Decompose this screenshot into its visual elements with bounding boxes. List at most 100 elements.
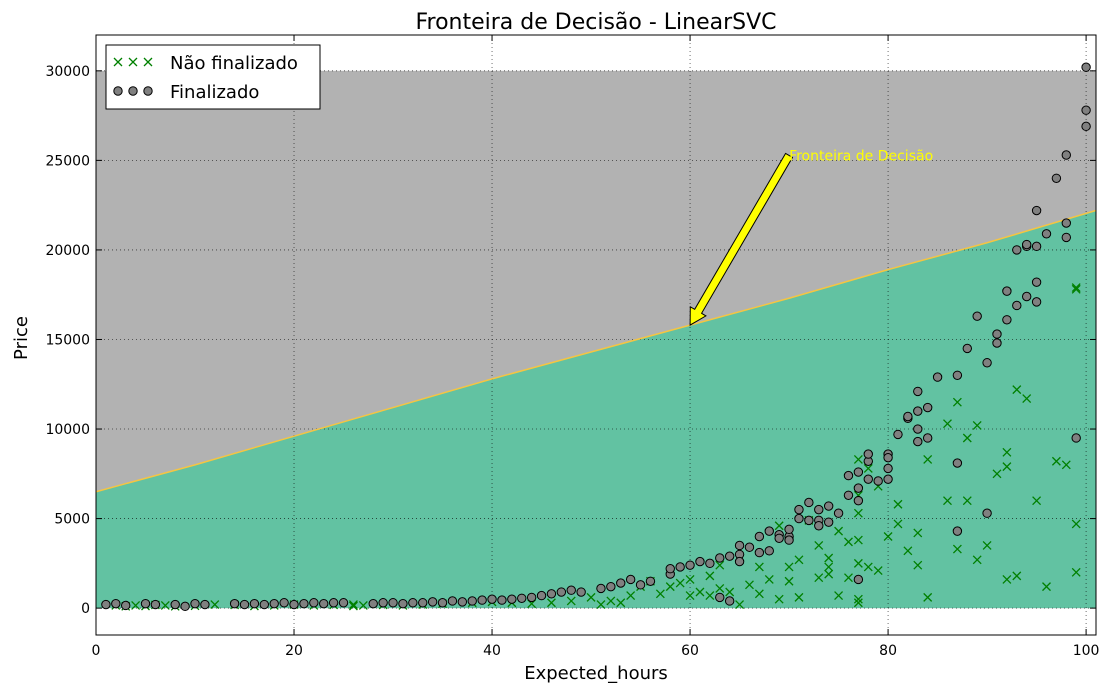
point-nao-finalizado <box>348 600 358 610</box>
legend: Não finalizado Finalizado <box>105 44 321 110</box>
point-finalizado <box>675 562 685 572</box>
point-finalizado <box>715 592 725 603</box>
point-nao-finalizado <box>745 580 754 590</box>
x-axis-label: Expected_hours <box>524 663 668 684</box>
point-finalizado <box>447 596 458 606</box>
point-finalizado <box>883 463 893 474</box>
point-finalizado <box>794 504 804 515</box>
x-tick-label: 40 <box>483 643 501 659</box>
point-nao-finalizado <box>1012 385 1022 395</box>
point-finalizado <box>734 540 745 551</box>
legend-cross <box>128 57 138 67</box>
point-finalizado <box>774 533 784 543</box>
point-finalizado <box>596 583 606 594</box>
point-finalizado <box>754 547 765 558</box>
point-nao-finalizado <box>1061 460 1071 470</box>
annotation-arrow <box>689 152 794 326</box>
point-finalizado <box>665 564 675 574</box>
lower-region <box>96 210 1096 609</box>
point-nao-finalizado <box>675 578 685 588</box>
point-nao-finalizado <box>1022 394 1032 404</box>
point-nao-finalizado <box>1071 283 1081 292</box>
point-finalizado <box>536 590 547 601</box>
point-finalizado <box>140 598 151 609</box>
point-finalizado <box>1012 245 1022 255</box>
point-nao-finalizado <box>1071 519 1081 529</box>
point-finalizado <box>418 598 428 608</box>
point-finalizado <box>972 311 982 321</box>
point-nao-finalizado <box>1002 447 1012 457</box>
point-nao-finalizado <box>616 598 626 608</box>
point-finalizado <box>121 600 131 611</box>
point-nao-finalizado <box>972 420 982 430</box>
point-finalizado <box>764 526 774 536</box>
point-finalizado <box>853 483 864 493</box>
point-nao-finalizado <box>210 600 220 610</box>
point-finalizado <box>259 599 270 610</box>
legend-dot <box>128 86 138 96</box>
point-nao-finalizado <box>943 496 952 506</box>
point-nao-finalizado <box>913 560 923 570</box>
legend-cross <box>113 57 123 67</box>
y-axis-label: Price <box>11 316 32 360</box>
point-finalizado <box>863 449 873 459</box>
point-finalizado <box>823 517 834 527</box>
point-nao-finalizado <box>754 562 764 572</box>
point-nao-finalizado <box>1012 571 1022 581</box>
point-nao-finalizado <box>853 598 863 608</box>
point-nao-finalizado <box>844 573 853 583</box>
point-nao-finalizado <box>725 587 735 597</box>
point-nao-finalizado <box>1032 496 1042 506</box>
point-finalizado <box>715 553 725 563</box>
point-finalizado <box>289 599 299 610</box>
point-nao-finalizado <box>814 540 824 550</box>
point-finalizado <box>526 592 537 603</box>
point-finalizado <box>645 576 656 586</box>
point-finalizado <box>1031 241 1042 252</box>
x-tick-label: 100 <box>1073 643 1100 659</box>
point-nao-finalizado <box>735 600 745 610</box>
point-finalizado <box>784 524 794 535</box>
point-finalizado <box>992 329 1002 339</box>
y-axis-ticks: 0 5000 10000 15000 20000 25000 30000 <box>45 64 1096 617</box>
point-finalizado <box>1021 239 1032 250</box>
point-nao-finalizado <box>962 433 972 443</box>
point-finalizado <box>190 598 200 609</box>
point-nao-finalizado <box>834 526 844 536</box>
point-nao-finalizado <box>1002 575 1012 584</box>
point-nao-finalizado <box>913 528 923 538</box>
point-nao-finalizado <box>655 589 665 599</box>
point-finalizado <box>635 580 646 590</box>
point-finalizado <box>883 452 893 463</box>
point-nao-finalizado <box>873 566 883 575</box>
point-finalizado <box>695 556 705 567</box>
point-nao-finalizado <box>596 600 606 610</box>
point-finalizado <box>1031 205 1042 216</box>
point-finalizado <box>111 598 121 609</box>
point-nao-finalizado <box>923 592 933 602</box>
point-finalizado <box>239 599 250 610</box>
point-finalizado <box>843 470 854 481</box>
point-finalizado <box>467 596 477 606</box>
point-finalizado <box>705 558 715 569</box>
point-finalizado <box>388 598 398 608</box>
point-finalizado <box>863 474 873 484</box>
point-nao-finalizado <box>814 573 824 583</box>
point-finalizado <box>427 597 438 607</box>
legend-box <box>105 44 321 110</box>
boundary-line <box>96 209 1096 493</box>
point-finalizado <box>1071 433 1081 443</box>
point-finalizado <box>982 358 992 368</box>
legend-dot <box>113 86 123 96</box>
legend-marker-nao-finalizado <box>113 57 153 67</box>
boundary-annotation: Fronteira de Decisão <box>689 148 933 326</box>
point-finalizado <box>497 595 507 605</box>
point-finalizado <box>1081 105 1091 115</box>
point-finalizado <box>368 598 378 609</box>
point-finalizado <box>814 521 824 531</box>
plot-frame <box>95 34 1097 636</box>
point-finalizado <box>913 406 923 416</box>
point-finalizado <box>952 526 963 536</box>
point-nao-finalizado <box>923 455 933 464</box>
